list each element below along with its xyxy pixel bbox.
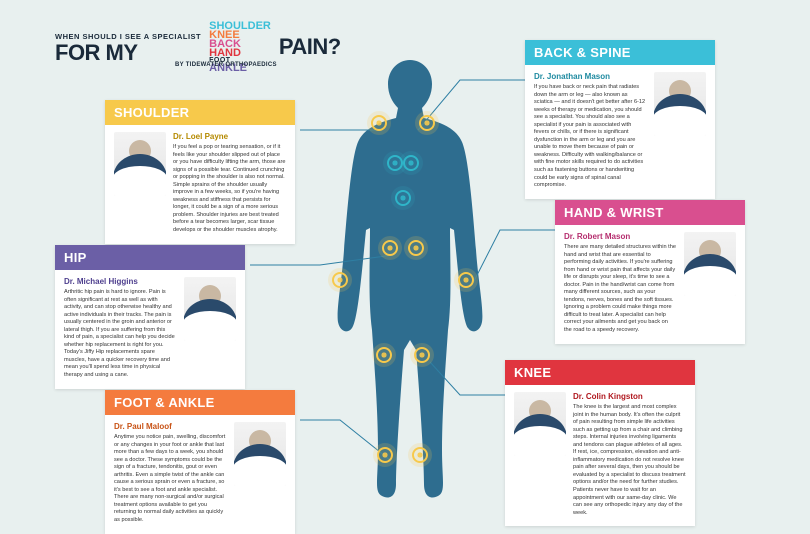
card-body: Dr. Paul Maloof Anytime you notice pain, … bbox=[105, 415, 295, 534]
body-marker bbox=[412, 447, 428, 463]
card-header: SHOULDER bbox=[105, 100, 295, 125]
card-text: If you have back or neck pain that radia… bbox=[534, 84, 647, 190]
body-marker bbox=[414, 347, 430, 363]
card-body: Dr. Colin Kingston The knee is the larges… bbox=[505, 385, 695, 526]
card-shoulder: SHOULDER Dr. Loel Payne If you feel a pop … bbox=[105, 100, 295, 244]
body-marker bbox=[408, 240, 424, 256]
doctor-name: Dr. Paul Maloof bbox=[114, 422, 227, 431]
doctor-name: Dr. Colin Kingston bbox=[573, 392, 686, 401]
card-text: Anytime you notice pain, swelling, disco… bbox=[114, 434, 227, 525]
card-back: BACK & SPINE Dr. Jonathan Mason If you hav… bbox=[525, 40, 715, 199]
byline: BY TIDEWATER ORTHOPAEDICS bbox=[175, 62, 277, 68]
doctor-name: Dr. Loel Payne bbox=[173, 132, 286, 141]
doctor-photo bbox=[184, 277, 236, 341]
body-marker bbox=[371, 115, 387, 131]
card-body: Dr. Loel Payne If you feel a pop or teari… bbox=[105, 125, 295, 244]
doctor-name: Dr. Michael Higgins bbox=[64, 277, 177, 286]
card-header: BACK & SPINE bbox=[525, 40, 715, 65]
doctor-photo bbox=[114, 132, 166, 196]
body-marker bbox=[376, 347, 392, 363]
body-marker bbox=[458, 272, 474, 288]
card-text: There are many detailed structures withi… bbox=[564, 244, 677, 335]
title-pain: PAIN? bbox=[279, 34, 341, 60]
card-header: FOOT & ANKLE bbox=[105, 390, 295, 415]
body-marker bbox=[377, 447, 393, 463]
card-header: HIP bbox=[55, 245, 245, 270]
card-body: Dr. Robert Mason There are many detailed … bbox=[555, 225, 745, 344]
card-header: KNEE bbox=[505, 360, 695, 385]
doctor-photo bbox=[234, 422, 286, 486]
body-marker bbox=[403, 155, 419, 171]
card-text: The knee is the largest and most complex… bbox=[573, 404, 686, 517]
body-marker bbox=[387, 155, 403, 171]
doctor-name: Dr. Robert Mason bbox=[564, 232, 677, 241]
doctor-photo bbox=[684, 232, 736, 296]
doctor-name: Dr. Jonathan Mason bbox=[534, 72, 647, 81]
card-text: Arthritic hip pain is hard to ignore. Pa… bbox=[64, 289, 177, 380]
card-knee: KNEE Dr. Colin Kingston The knee is the la… bbox=[505, 360, 695, 526]
doctor-photo bbox=[654, 72, 706, 136]
card-body: Dr. Michael Higgins Arthritic hip pain is… bbox=[55, 270, 245, 389]
card-text: If you feel a pop or tearing sensation, … bbox=[173, 144, 286, 235]
card-hip: HIP Dr. Michael Higgins Arthritic hip pain… bbox=[55, 245, 245, 389]
body-marker bbox=[382, 240, 398, 256]
body-marker bbox=[395, 190, 411, 206]
doctor-photo bbox=[514, 392, 566, 456]
body-marker bbox=[419, 115, 435, 131]
title-left: WHEN SHOULD I SEE A SPECIALIST FOR MY bbox=[55, 32, 201, 63]
body-marker bbox=[332, 272, 348, 288]
card-body: Dr. Jonathan Mason If you have back or ne… bbox=[525, 65, 715, 199]
card-foot: FOOT & ANKLE Dr. Paul Maloof Anytime you n… bbox=[105, 390, 295, 534]
title-for-my: FOR MY bbox=[55, 43, 201, 63]
card-header: HAND & WRIST bbox=[555, 200, 745, 225]
card-hand: HAND & WRIST Dr. Robert Mason There are ma… bbox=[555, 200, 745, 344]
